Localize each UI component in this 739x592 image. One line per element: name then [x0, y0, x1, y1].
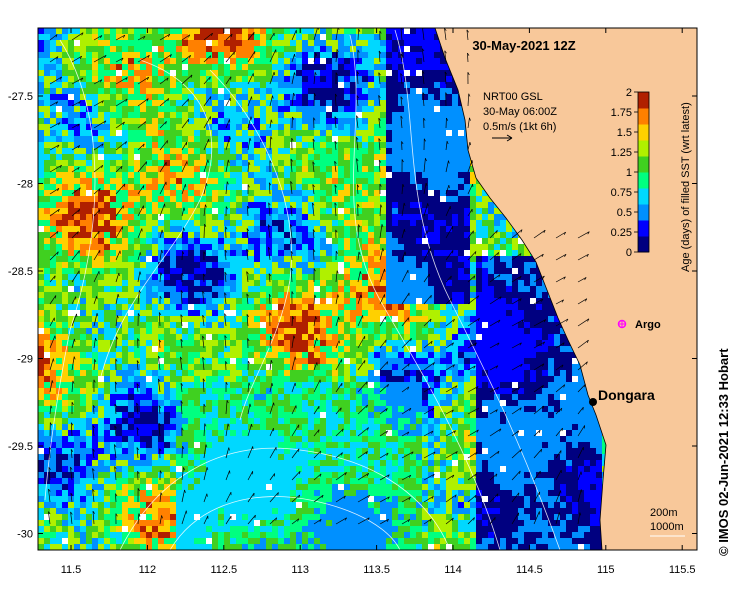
contour-200-label: 200m [650, 507, 678, 519]
lon-tick-label: 113.5 [363, 564, 390, 576]
map-title: 30-May-2021 12Z [472, 38, 575, 53]
lat-tick-label: -29.5 [8, 441, 33, 453]
colorbar-tick-label: 1.75 [611, 107, 632, 119]
imos-credit: © IMOS 02-Jun-2021 12:33 Hobart [716, 348, 731, 556]
current-scale-label: 0.5m/s (1kt 6h) [483, 121, 556, 133]
lon-tick-label: 114 [444, 564, 462, 576]
colorbar-tick-label: 0.75 [611, 187, 632, 199]
coastline-land [434, 28, 697, 550]
map-frame [37, 27, 698, 551]
colorbar-label: Age (days) of filled SST (wrt latest) [680, 102, 692, 272]
colorbar-swatch [638, 172, 649, 189]
colorbar-tick-label: 0.5 [617, 207, 632, 219]
colorbar-swatch [638, 188, 649, 205]
lon-tick-label: 114.5 [516, 564, 543, 576]
colorbar-tick-label: 1.25 [611, 147, 632, 159]
lon-tick-label: 112 [139, 564, 157, 576]
lat-tick-label: -27.5 [8, 91, 33, 103]
lon-tick-label: 11.5 [61, 564, 82, 576]
colorbar [638, 92, 649, 253]
bathymetry-contours [44, 29, 561, 550]
colorbar-swatch [638, 156, 649, 173]
colorbar-tick-labels: 0 0.25 0.5 0.75 1 1.25 1.5 1.75 2 [611, 87, 638, 259]
colorbar-tick-label: 1 [626, 167, 632, 179]
colorbar-swatch [638, 220, 649, 237]
colorbar-tick-label: 2 [626, 87, 632, 99]
lat-tick-label: -28 [17, 179, 33, 191]
current-scale-arrow [492, 134, 513, 142]
latitude-axis: -27.5 -28 -28.5 -29 -29.5 -30 [8, 91, 697, 541]
lon-tick-label: 113 [291, 564, 309, 576]
lat-tick-label: -30 [17, 529, 33, 541]
colorbar-swatch [638, 204, 649, 221]
lon-tick-label: 115 [597, 564, 615, 576]
colorbar-swatch [638, 124, 649, 141]
colorbar-swatch [638, 236, 649, 253]
longitude-axis: 11.5 112 112.5 113 113.5 114 114.5 115 115.5 [61, 28, 696, 576]
colorbar-tick-label: 0 [626, 247, 632, 259]
dongara-label: Dongara [598, 387, 655, 403]
current-vectors [48, 28, 590, 525]
colorbar-swatch [638, 108, 649, 125]
lon-tick-label: 115.5 [669, 564, 696, 576]
current-time-label: 30-May 06:00Z [483, 106, 557, 118]
current-model-label: NRT00 GSL [483, 91, 543, 103]
dongara-marker [589, 398, 597, 406]
colorbar-tick-label: 1.5 [617, 127, 632, 139]
colorbar-swatch [638, 140, 649, 157]
lat-tick-label: -28.5 [8, 266, 33, 278]
contour-1000-label: 1000m [650, 521, 684, 533]
lat-tick-label: -29 [17, 354, 33, 366]
colorbar-tick-label: 0.25 [611, 227, 632, 239]
colorbar-swatch [638, 92, 649, 109]
argo-label: Argo [635, 319, 661, 331]
argo-marker [617, 319, 627, 329]
lon-tick-label: 112.5 [210, 564, 237, 576]
map-plot-area [38, 28, 697, 550]
